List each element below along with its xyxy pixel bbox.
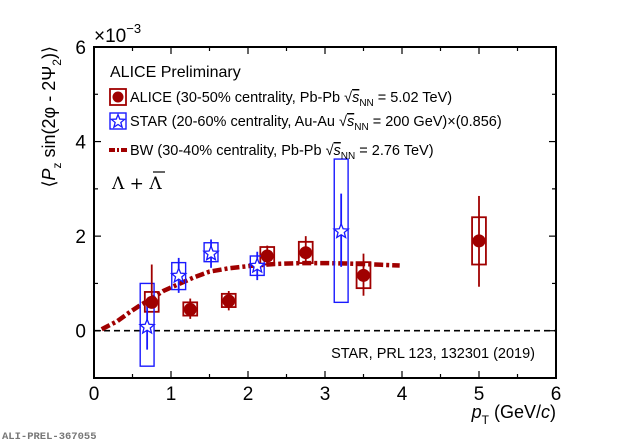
sqrt-subscript: NN (341, 151, 355, 162)
preliminary-id: ALI-PREL-367055 (2, 431, 97, 443)
star-data-point (202, 244, 220, 262)
star-data-point (248, 256, 267, 274)
sqrt-subscript: NN (354, 122, 368, 133)
alice-data-point (472, 234, 486, 248)
alice-data-point (299, 246, 313, 260)
legend-item-bw: BW (30-40% centrality, Pb-Pb √sNN = 2.76… (109, 143, 434, 162)
star-data-point (169, 266, 188, 284)
legend-item-star: STAR (20-60% centrality, Au-Au √sNN = 20… (109, 112, 502, 133)
reference-annotation: STAR, PRL 123, 132301 (2019) (331, 346, 535, 362)
legend-tail: = 200 GeV)×(0.856) (369, 114, 502, 130)
data-markers (138, 222, 486, 335)
alice-data-point (260, 249, 274, 263)
star-sys-box (333, 158, 349, 304)
y-multiplier: ×10−3 (94, 21, 141, 47)
chart-title: ALICE Preliminary (110, 64, 241, 81)
x-tick-label: 2 (243, 384, 254, 405)
legend-star-text: STAR (20-60% centrality, Au-Au √sNN = 20… (130, 114, 502, 133)
alice-data-point (145, 295, 159, 309)
species-label: Λ + Λ (111, 171, 165, 194)
legend-tail: = 5.02 TeV) (374, 90, 452, 106)
legend-tail: = 2.76 TeV) (355, 143, 433, 159)
y-tick-label: 2 (75, 227, 86, 248)
bw-curve (100, 260, 400, 332)
tick-labels: 0 1 2 3 4 5 6 0 2 4 6 (75, 38, 561, 405)
legend-bw-text: BW (30-40% centrality, Pb-Pb √sNN = 2.76… (130, 143, 434, 162)
legend: ALICE (30-50% centrality, Pb-Pb √sNN = 5… (109, 88, 502, 162)
x-tick-label: 5 (474, 384, 485, 405)
y-tick-label: 6 (75, 38, 86, 59)
sqrt-s: s (334, 143, 341, 159)
systematic-boxes (139, 158, 487, 367)
sqrt-symbol: √ (339, 114, 347, 130)
alice-data-point (222, 294, 236, 308)
y-axis-label: ⟨Pz sin(2φ - 2Ψ2)⟩ (39, 46, 64, 188)
sqrt-subscript: NN (359, 98, 373, 109)
stat-error-bars (146, 193, 480, 350)
legend-alice-box (109, 88, 127, 106)
legend-alice-marker (112, 91, 124, 103)
x-tick-label: 1 (166, 384, 177, 405)
sqrt-symbol: √ (344, 90, 352, 106)
x-tick-label: 0 (89, 384, 100, 405)
sqrt-s: s (347, 114, 354, 130)
legend-star-marker (109, 112, 127, 129)
star-data-point (138, 317, 156, 335)
star-data-point (332, 222, 350, 239)
x-tick-label: 3 (320, 384, 331, 405)
x-tick-label: 6 (551, 384, 562, 405)
bw-curve-series (100, 260, 400, 332)
sqrt-symbol: √ (326, 143, 334, 159)
y-tick-label: 0 (75, 322, 86, 343)
legend-alice-text: ALICE (30-50% centrality, Pb-Pb √sNN = 5… (130, 90, 452, 109)
y-tick-label: 4 (75, 133, 86, 154)
alice-data-point (183, 302, 197, 316)
axis-ticks (93, 46, 557, 379)
x-axis-label: pT (GeV/c) (471, 402, 556, 427)
x-tick-label: 4 (397, 384, 408, 405)
legend-item-alice: ALICE (30-50% centrality, Pb-Pb √sNN = 5… (109, 88, 452, 109)
sqrt-s: s (352, 90, 359, 106)
species-label-text: Λ + Λ (111, 174, 162, 194)
alice-data-point (357, 268, 370, 282)
